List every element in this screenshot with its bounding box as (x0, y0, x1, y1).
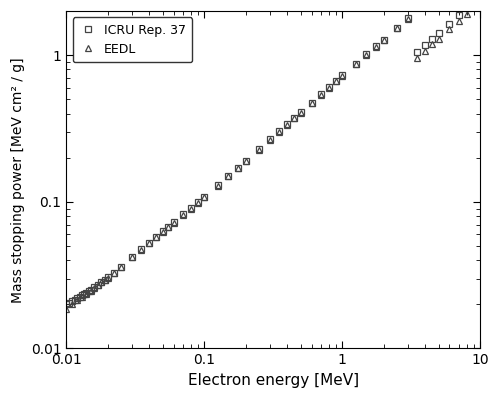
ICRU Rep. 37 (226, 173, 232, 178)
EEDL (477, 0, 483, 4)
X-axis label: Electron energy [MeV]: Electron energy [MeV] (188, 373, 358, 388)
EEDL (64, 306, 70, 311)
Legend: ICRU Rep. 37, EEDL: ICRU Rep. 37, EEDL (72, 18, 192, 62)
EEDL (102, 278, 107, 282)
ICRU Rep. 37 (64, 302, 70, 307)
ICRU Rep. 37 (333, 79, 339, 83)
Line: EEDL: EEDL (63, 0, 484, 312)
ICRU Rep. 37 (86, 289, 91, 294)
Y-axis label: Mass stopping power [MeV cm² / g]: Mass stopping power [MeV cm² / g] (11, 57, 25, 302)
ICRU Rep. 37 (105, 275, 111, 280)
EEDL (284, 122, 290, 127)
Line: ICRU Rep. 37: ICRU Rep. 37 (63, 0, 483, 308)
EEDL (267, 138, 273, 142)
EEDL (292, 116, 298, 121)
EEDL (326, 85, 332, 90)
ICRU Rep. 37 (69, 299, 75, 304)
EEDL (180, 213, 186, 218)
ICRU Rep. 37 (79, 293, 85, 298)
